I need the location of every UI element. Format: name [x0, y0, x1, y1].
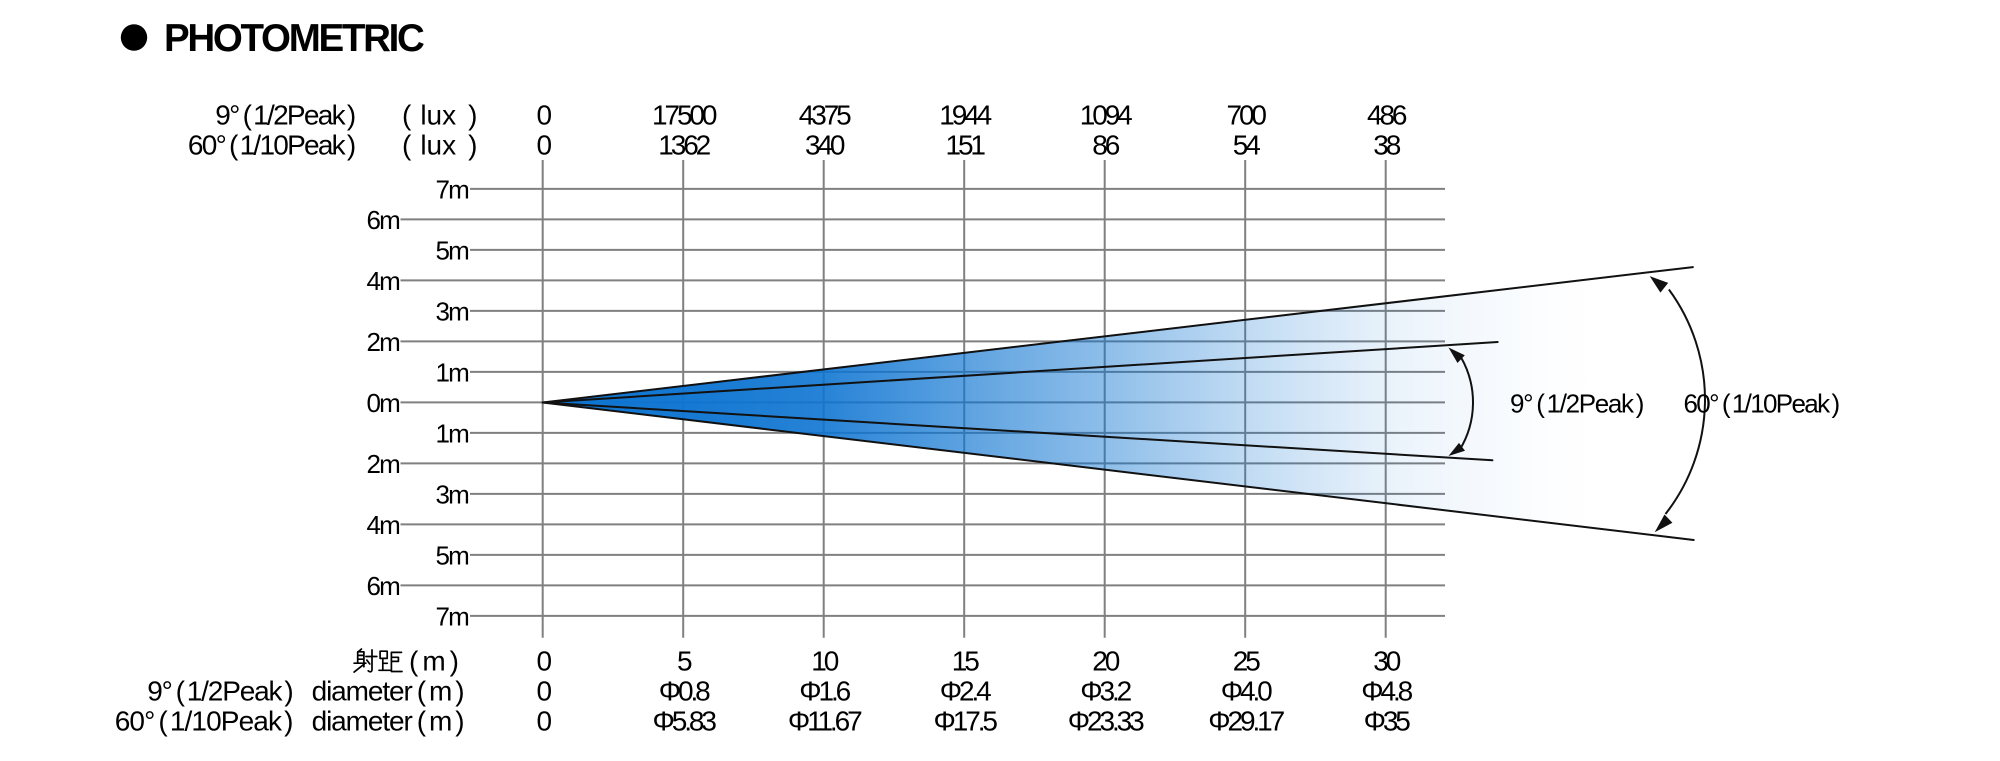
- svg-text:0: 0: [536, 676, 551, 707]
- svg-text:1944: 1944: [939, 100, 991, 131]
- svg-text:9°(1/2Peak): 9°(1/2Peak): [147, 676, 292, 707]
- svg-text:Φ4.0: Φ4.0: [1221, 676, 1272, 707]
- svg-text:diameter(m): diameter(m): [312, 676, 464, 707]
- svg-text:3m: 3m: [435, 479, 468, 509]
- svg-text:Φ35: Φ35: [1364, 705, 1411, 736]
- svg-text:0: 0: [536, 646, 551, 677]
- svg-text:6m: 6m: [366, 205, 399, 235]
- svg-text:25: 25: [1233, 646, 1260, 677]
- svg-text:15: 15: [952, 646, 979, 677]
- svg-text:0: 0: [536, 705, 551, 736]
- svg-text:486: 486: [1367, 100, 1407, 131]
- svg-text:0m: 0m: [366, 388, 399, 418]
- svg-text:2m: 2m: [366, 449, 399, 479]
- svg-text:4375: 4375: [799, 100, 851, 131]
- svg-text:diameter(m): diameter(m): [312, 705, 464, 736]
- svg-text:340: 340: [805, 130, 845, 161]
- svg-text:1362: 1362: [658, 130, 710, 161]
- svg-text:Φ11.67: Φ11.67: [788, 705, 862, 736]
- svg-text:60°(1/10Peak): 60°(1/10Peak): [1684, 389, 1840, 419]
- svg-text:20: 20: [1092, 646, 1119, 677]
- svg-text:30: 30: [1373, 646, 1400, 677]
- svg-text:4m: 4m: [366, 266, 399, 296]
- svg-text:Φ17.5: Φ17.5: [934, 705, 998, 736]
- svg-text:Φ1.6: Φ1.6: [799, 676, 850, 707]
- svg-text:17500: 17500: [652, 100, 717, 131]
- svg-text:1m: 1m: [435, 357, 468, 387]
- svg-text:7m: 7m: [435, 601, 468, 631]
- svg-text:9°(1/2Peak): 9°(1/2Peak): [215, 100, 355, 131]
- svg-text:Φ2.4: Φ2.4: [940, 676, 991, 707]
- svg-text:(m): (m): [409, 646, 459, 677]
- svg-text:Φ0.8: Φ0.8: [659, 676, 710, 707]
- svg-text:38: 38: [1373, 130, 1400, 161]
- svg-text:5: 5: [677, 646, 692, 677]
- svg-text:3m: 3m: [435, 296, 468, 326]
- svg-text:Φ5.83: Φ5.83: [653, 705, 717, 736]
- svg-text:Φ4.8: Φ4.8: [1361, 676, 1412, 707]
- svg-text:5m: 5m: [435, 235, 468, 265]
- svg-text:(lux): (lux): [402, 100, 477, 131]
- svg-text:54: 54: [1233, 130, 1260, 161]
- svg-text:60°(1/10Peak): 60°(1/10Peak): [188, 130, 355, 161]
- svg-text:86: 86: [1092, 130, 1119, 161]
- svg-text:9°(1/2Peak): 9°(1/2Peak): [1510, 389, 1644, 419]
- svg-text:Φ23.33: Φ23.33: [1068, 705, 1144, 736]
- svg-text:60°(1/10Peak): 60°(1/10Peak): [115, 705, 293, 736]
- svg-text:1094: 1094: [1080, 100, 1132, 131]
- svg-text:2m: 2m: [366, 327, 399, 357]
- svg-text:Φ29.17: Φ29.17: [1208, 705, 1284, 736]
- svg-text:0: 0: [536, 100, 551, 131]
- svg-text:(lux): (lux): [402, 130, 477, 161]
- svg-text:0: 0: [536, 130, 551, 161]
- svg-text:5m: 5m: [435, 540, 468, 570]
- svg-text:7m: 7m: [435, 174, 468, 204]
- svg-text:4m: 4m: [366, 510, 399, 540]
- svg-text:151: 151: [945, 130, 985, 161]
- svg-text:1m: 1m: [435, 418, 468, 448]
- svg-text:PHOTOMETRIC: PHOTOMETRIC: [164, 17, 424, 60]
- svg-text:700: 700: [1226, 100, 1266, 131]
- svg-text:Φ3.2: Φ3.2: [1080, 676, 1131, 707]
- svg-text:6m: 6m: [366, 571, 399, 601]
- svg-text:10: 10: [811, 646, 838, 677]
